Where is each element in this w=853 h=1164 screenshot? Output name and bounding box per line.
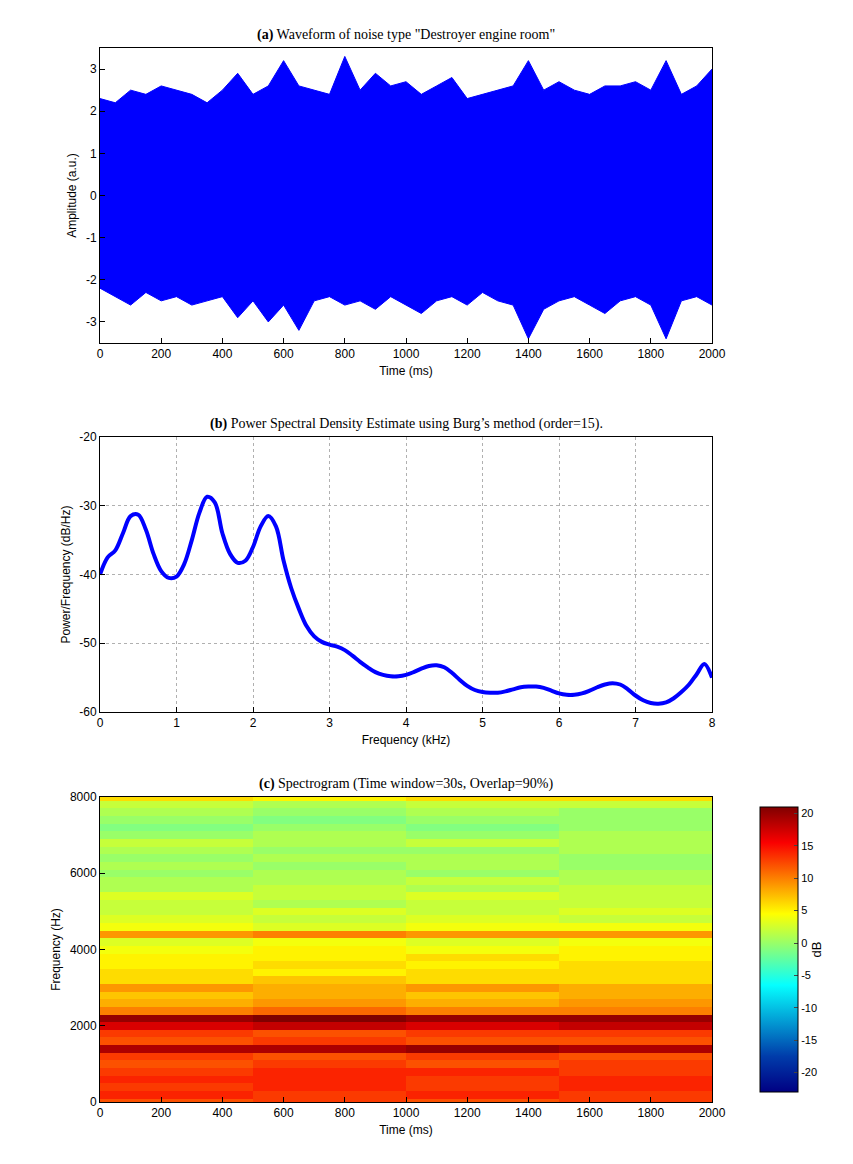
svg-text:0: 0 (90, 189, 97, 203)
svg-text:1600: 1600 (576, 1106, 603, 1120)
svg-text:-30: -30 (79, 499, 97, 513)
svg-text:Time (ms): Time (ms) (379, 1123, 433, 1137)
svg-text:-20: -20 (79, 430, 97, 444)
svg-text:-10: -10 (801, 1002, 817, 1014)
svg-text:0: 0 (801, 937, 807, 949)
svg-text:2000: 2000 (699, 347, 726, 361)
svg-text:(c) Spectrogram (Time window=3: (c) Spectrogram (Time window=30s, Overla… (259, 776, 553, 792)
svg-text:400: 400 (212, 1106, 232, 1120)
svg-text:(b) Power Spectral Density Est: (b) Power Spectral Density Estimate usin… (210, 416, 603, 432)
svg-text:-40: -40 (79, 568, 97, 582)
svg-text:800: 800 (335, 1106, 355, 1120)
svg-text:-20: -20 (801, 1066, 817, 1078)
svg-text:200: 200 (151, 1106, 171, 1120)
svg-text:8: 8 (709, 716, 716, 730)
svg-text:0: 0 (90, 1095, 97, 1109)
svg-text:-1: -1 (86, 231, 97, 245)
svg-text:1600: 1600 (576, 347, 603, 361)
svg-text:6000: 6000 (70, 866, 97, 880)
svg-text:8000: 8000 (70, 790, 97, 804)
svg-text:-2: -2 (86, 273, 97, 287)
svg-text:2000: 2000 (70, 1019, 97, 1033)
svg-text:Power/Frequency (dB/Hz): Power/Frequency (dB/Hz) (59, 505, 73, 643)
svg-text:1400: 1400 (515, 347, 542, 361)
svg-text:Amplitude (a.u.): Amplitude (a.u.) (65, 153, 79, 238)
svg-text:-50: -50 (79, 636, 97, 650)
svg-text:7: 7 (632, 716, 639, 730)
svg-text:Time (ms): Time (ms) (379, 364, 433, 378)
svg-text:4000: 4000 (70, 943, 97, 957)
svg-text:1000: 1000 (393, 1106, 420, 1120)
svg-text:3: 3 (326, 716, 333, 730)
svg-text:10: 10 (801, 872, 813, 884)
svg-text:800: 800 (335, 347, 355, 361)
svg-text:2: 2 (250, 716, 257, 730)
svg-text:-5: -5 (801, 969, 811, 981)
svg-text:-3: -3 (86, 315, 97, 329)
svg-text:Frequency (kHz): Frequency (kHz) (362, 733, 451, 747)
svg-text:200: 200 (151, 347, 171, 361)
svg-text:1000: 1000 (393, 347, 420, 361)
svg-text:0: 0 (97, 716, 104, 730)
svg-text:1: 1 (90, 147, 97, 161)
svg-text:dB: dB (809, 942, 824, 958)
svg-text:2000: 2000 (699, 1106, 726, 1120)
svg-text:2: 2 (90, 104, 97, 118)
svg-text:0: 0 (97, 347, 104, 361)
svg-text:600: 600 (274, 1106, 294, 1120)
svg-text:1800: 1800 (637, 347, 664, 361)
svg-text:400: 400 (212, 347, 232, 361)
svg-text:20: 20 (801, 807, 813, 819)
svg-text:1200: 1200 (454, 347, 481, 361)
svg-text:Frequency (Hz): Frequency (Hz) (49, 908, 63, 991)
svg-text:15: 15 (801, 840, 813, 852)
svg-text:6: 6 (556, 716, 563, 730)
svg-text:5: 5 (801, 904, 807, 916)
svg-text:-60: -60 (79, 705, 97, 719)
svg-text:-15: -15 (801, 1034, 817, 1046)
svg-text:4: 4 (403, 716, 410, 730)
svg-text:1400: 1400 (515, 1106, 542, 1120)
svg-text:3: 3 (90, 62, 97, 76)
svg-text:600: 600 (274, 347, 294, 361)
svg-text:1: 1 (173, 716, 180, 730)
svg-text:1200: 1200 (454, 1106, 481, 1120)
svg-text:0: 0 (97, 1106, 104, 1120)
svg-text:5: 5 (479, 716, 486, 730)
svg-text:(a) Waveform of noise type "De: (a) Waveform of noise type "Destroyer en… (257, 27, 555, 43)
svg-text:1800: 1800 (637, 1106, 664, 1120)
